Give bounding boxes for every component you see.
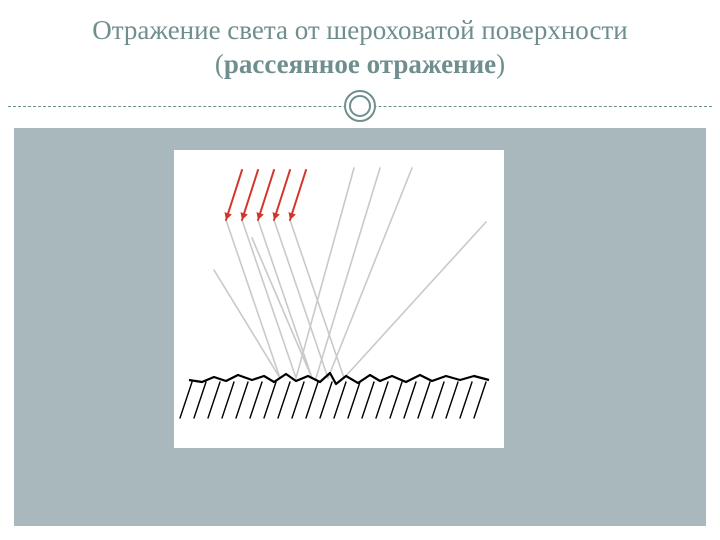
title-line-1: Отражение света от шероховатой поверхнос… (0, 14, 720, 48)
divider (0, 88, 720, 124)
title-paren-close: ) (496, 49, 505, 79)
divider-circle-inner (349, 95, 371, 117)
title-paren-open: ( (215, 49, 224, 79)
diagram-box (174, 150, 504, 448)
divider-circle-outer (344, 90, 376, 122)
title-area: Отражение света от шероховатой поверхнос… (0, 0, 720, 88)
title-line-2: (рассеянное отражение) (0, 48, 720, 82)
title-emphasis: рассеянное отражение (224, 49, 496, 79)
title-text-1: Отражение света от шероховатой поверхнос… (92, 15, 627, 45)
content-area (14, 128, 706, 526)
diagram-svg (174, 150, 504, 448)
slide: Отражение света от шероховатой поверхнос… (0, 0, 720, 540)
